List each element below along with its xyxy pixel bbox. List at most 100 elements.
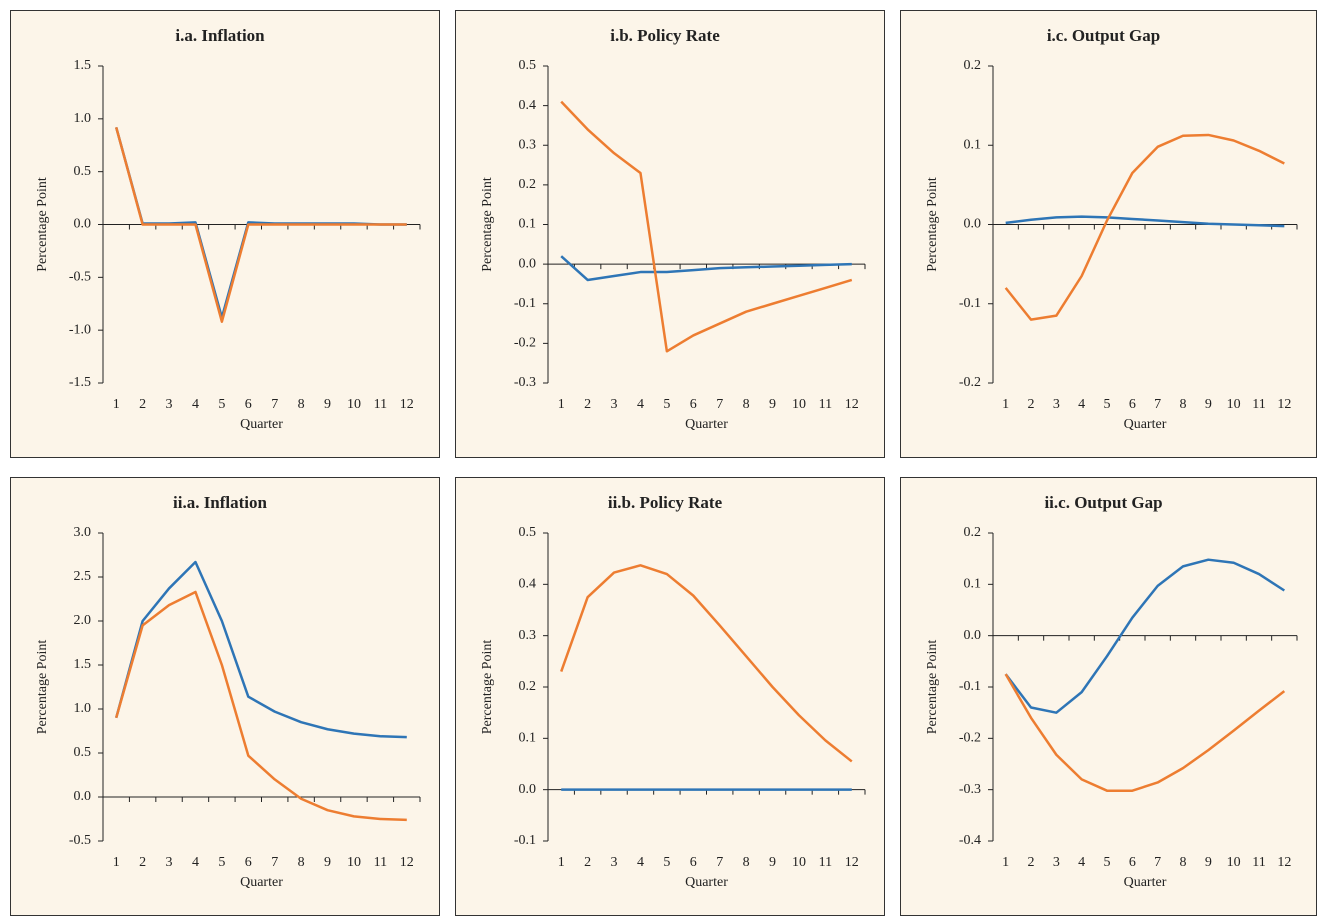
series-line [1005,215,1285,228]
x-tick-label: 2 [584,397,591,412]
y-tick-label: 1.0 [74,701,92,716]
x-tick-label: 2 [584,855,591,870]
y-tick-label: 1.5 [74,657,92,672]
y-tick-label: -0.1 [514,833,536,848]
x-tick-label: 8 [298,855,305,870]
x-tick-label: 5 [663,855,670,870]
chart-title: ii.b. Policy Rate [608,493,723,512]
x-tick-label: 11 [1252,397,1265,412]
y-tick-label: 0.1 [964,137,982,152]
chart-title: i.c. Output Gap [1047,26,1160,45]
panel-frame [455,10,885,458]
x-tick-label: 8 [743,397,750,412]
x-tick-label: 1 [1002,855,1009,870]
y-axis-label: Percentage Point [35,640,50,735]
x-tick-label: 8 [743,855,750,870]
x-tick-label: 6 [1129,397,1136,412]
x-tick-label: 11 [374,855,387,870]
x-tick-label: 3 [1053,397,1060,412]
panel-frame [455,477,885,916]
y-tick-label: -1.5 [69,375,91,390]
y-tick-label: 0.2 [964,58,982,73]
y-tick-label: 0.2 [519,177,537,192]
y-tick-label: 0.2 [964,525,982,540]
panel: i.a. Inflation Percentage Point -1.5 -1.0 -0… [10,10,440,458]
series-line [1004,133,1285,321]
y-tick-label: 0.4 [519,98,537,113]
x-tick-label: 10 [347,397,361,412]
y-tick-label: 0.3 [519,137,537,152]
x-tick-label: 9 [769,855,776,870]
y-tick-label: -1.0 [69,322,91,337]
chart-title: i.a. Inflation [175,26,265,45]
y-tick-label: -0.2 [514,336,536,351]
series-line [560,564,853,763]
x-tick-label: 10 [792,855,806,870]
y-tick-label: 0.0 [964,628,982,643]
x-tick-label: 9 [1205,855,1212,870]
x-tick-label: 6 [1129,855,1136,870]
x-tick-label: 10 [1227,397,1241,412]
x-tick-label: 1 [558,855,565,870]
x-axis-label: Quarter [685,417,728,432]
panel: ii.b. Policy Rate Percentage Point -0.1 0.0… [455,477,885,916]
y-tick-label: -0.5 [69,833,91,848]
x-axis-label: Quarter [240,417,283,432]
series-line [115,590,407,822]
y-axis-label: Percentage Point [925,177,940,272]
x-tick-label: 5 [218,397,225,412]
panel: ii.a. Inflation Percentage Point -0.5 0.0 0.… [10,477,440,916]
x-tick-label: 8 [298,397,305,412]
x-tick-label: 10 [347,855,361,870]
y-tick-label: 1.0 [74,111,92,126]
y-axis-label: Percentage Point [480,640,495,735]
x-tick-label: 12 [845,855,859,870]
x-tick-label: 5 [1104,397,1111,412]
panel: ii.c. Output Gap Percentage Point -0.4 -0.3… [900,477,1317,916]
x-tick-label: 6 [690,855,697,870]
x-tick-label: 4 [192,397,199,412]
x-tick-label: 3 [611,855,618,870]
x-tick-label: 3 [166,397,173,412]
x-tick-label: 2 [139,855,146,870]
y-tick-label: 2.5 [74,569,92,584]
y-tick-label: -0.1 [959,296,981,311]
x-tick-label: 12 [1277,855,1291,870]
x-axis-label: Quarter [1124,417,1167,432]
panel-frame [900,477,1317,916]
y-tick-label: -0.2 [959,375,981,390]
x-tick-label: 5 [1104,855,1111,870]
y-axis-label: Percentage Point [480,177,495,272]
chart-title: i.b. Policy Rate [610,26,720,45]
x-tick-label: 11 [819,397,832,412]
x-tick-label: 10 [792,397,806,412]
panel-frame [900,10,1317,458]
y-tick-label: 1.5 [74,58,92,73]
x-tick-label: 3 [166,855,173,870]
y-tick-label: 0.1 [519,217,537,232]
y-tick-label: 0.0 [519,782,537,797]
y-tick-label: -0.3 [959,782,981,797]
x-tick-label: 6 [690,397,697,412]
y-tick-label: 0.4 [519,577,537,592]
x-tick-label: 12 [1277,397,1291,412]
x-axis-label: Quarter [240,875,283,890]
x-tick-label: 1 [558,397,565,412]
x-tick-label: 1 [113,397,120,412]
series-line [560,100,853,353]
x-tick-label: 7 [271,855,278,870]
y-tick-label: 0.5 [519,58,537,73]
y-tick-label: 0.1 [519,731,537,746]
chart-title: ii.a. Inflation [173,493,268,512]
y-tick-label: 0.0 [519,256,537,271]
chart-title: ii.c. Output Gap [1044,493,1162,512]
y-tick-label: 0.0 [74,217,92,232]
panel: i.c. Output Gap Percentage Point -0.2 -0.1 0… [900,10,1317,458]
x-tick-label: 9 [324,397,331,412]
x-tick-label: 4 [1078,397,1085,412]
y-tick-label: 0.5 [74,164,92,179]
x-axis-label: Quarter [685,875,728,890]
series-line [1004,558,1286,714]
x-tick-label: 2 [1028,397,1035,412]
